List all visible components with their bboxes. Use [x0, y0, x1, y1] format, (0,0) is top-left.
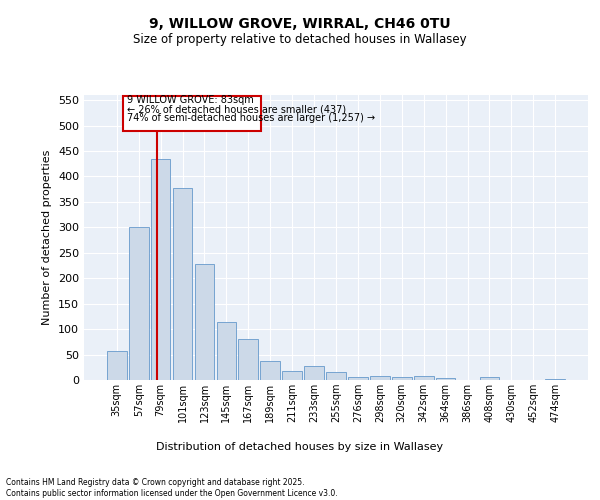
Text: 74% of semi-detached houses are larger (1,257) →: 74% of semi-detached houses are larger (…: [127, 114, 375, 124]
Text: Distribution of detached houses by size in Wallasey: Distribution of detached houses by size …: [157, 442, 443, 452]
Bar: [392, 377, 412, 380]
Bar: [107, 351, 127, 380]
Bar: [151, 158, 170, 380]
Y-axis label: Number of detached properties: Number of detached properties: [43, 150, 52, 325]
Bar: [304, 366, 324, 380]
Bar: [129, 228, 149, 380]
Bar: [282, 371, 302, 380]
Text: Contains HM Land Registry data © Crown copyright and database right 2025.
Contai: Contains HM Land Registry data © Crown c…: [6, 478, 338, 498]
Bar: [545, 379, 565, 380]
Bar: [217, 322, 236, 380]
Text: Size of property relative to detached houses in Wallasey: Size of property relative to detached ho…: [133, 32, 467, 46]
Bar: [260, 360, 280, 380]
Bar: [370, 376, 390, 380]
Text: 9, WILLOW GROVE, WIRRAL, CH46 0TU: 9, WILLOW GROVE, WIRRAL, CH46 0TU: [149, 18, 451, 32]
FancyBboxPatch shape: [124, 96, 262, 130]
Text: 9 WILLOW GROVE: 83sqm: 9 WILLOW GROVE: 83sqm: [127, 95, 253, 105]
Bar: [479, 378, 499, 380]
Bar: [326, 372, 346, 380]
Bar: [238, 340, 258, 380]
Bar: [348, 378, 368, 380]
Bar: [194, 264, 214, 380]
Bar: [414, 376, 434, 380]
Text: ← 26% of detached houses are smaller (437): ← 26% of detached houses are smaller (43…: [127, 104, 346, 115]
Bar: [173, 188, 193, 380]
Bar: [436, 378, 455, 380]
